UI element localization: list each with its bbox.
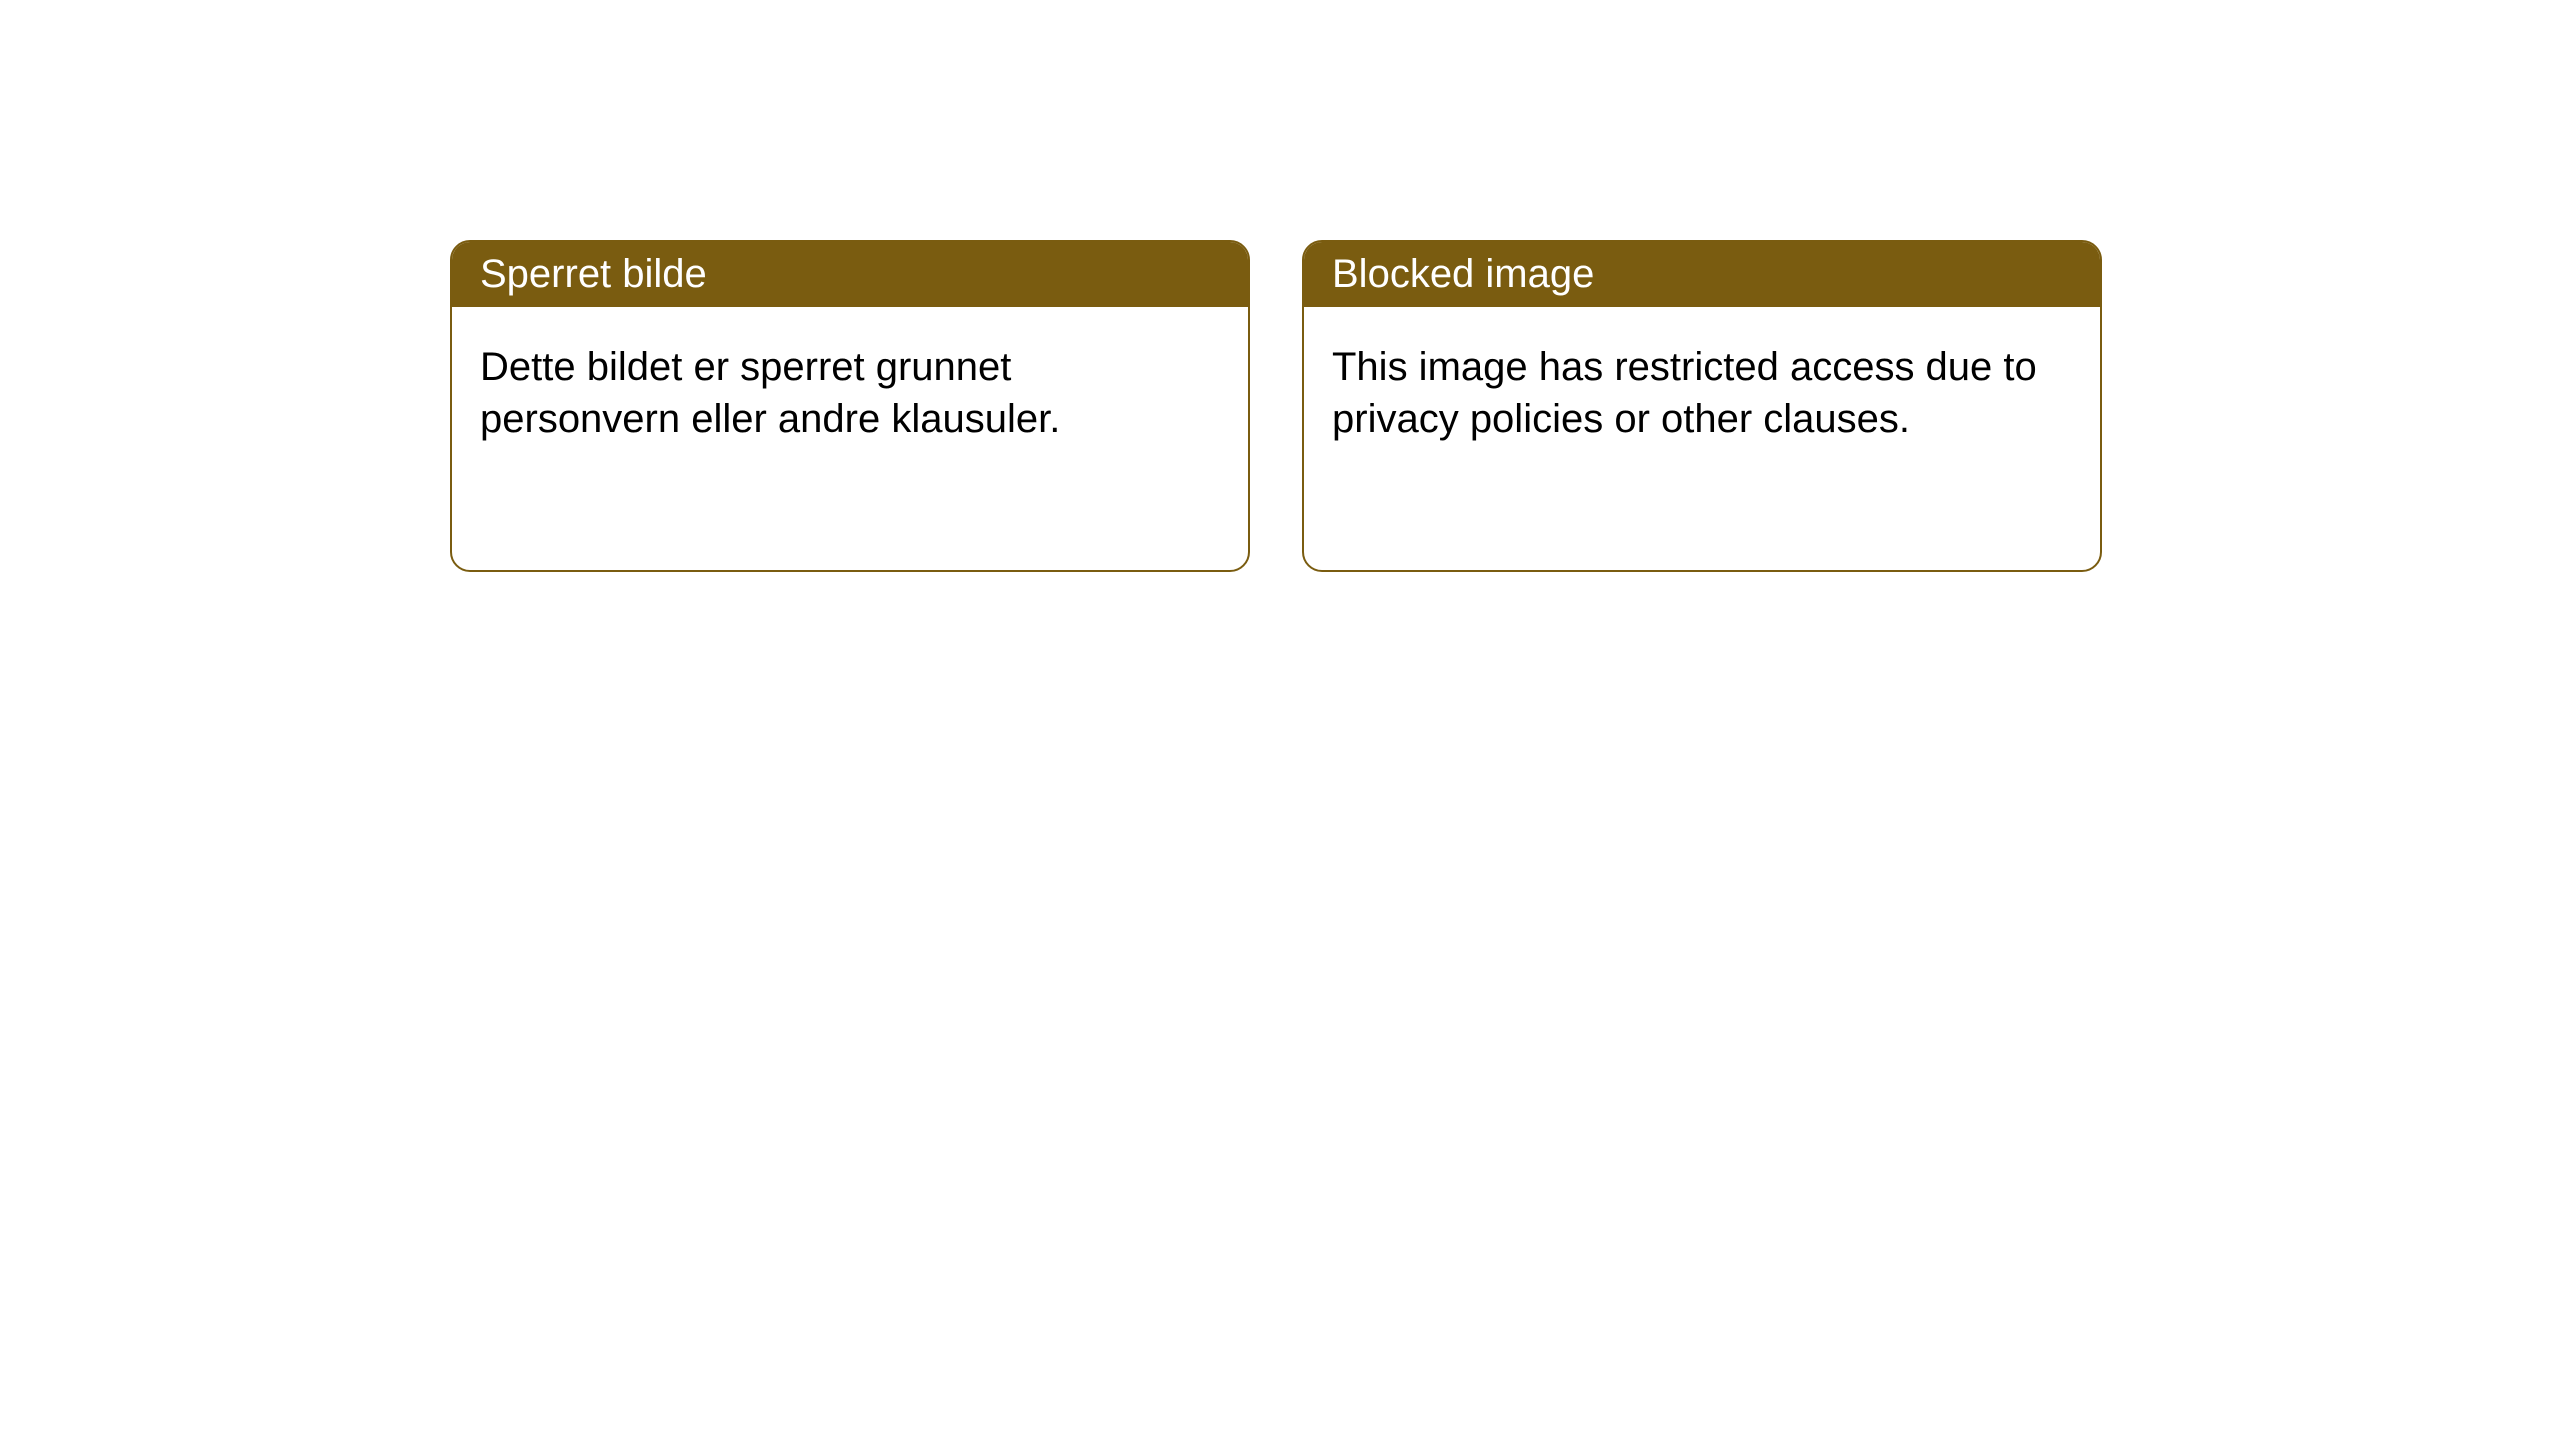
card-text: Dette bildet er sperret grunnet personve… xyxy=(480,345,1060,441)
card-header: Blocked image xyxy=(1304,242,2100,307)
notice-container: Sperret bilde Dette bildet er sperret gr… xyxy=(0,0,2560,572)
card-body: This image has restricted access due to … xyxy=(1304,307,2100,479)
card-header: Sperret bilde xyxy=(452,242,1248,307)
card-body: Dette bildet er sperret grunnet personve… xyxy=(452,307,1248,479)
notice-card-norwegian: Sperret bilde Dette bildet er sperret gr… xyxy=(450,240,1250,572)
card-title: Blocked image xyxy=(1332,252,1594,296)
card-title: Sperret bilde xyxy=(480,252,707,296)
card-text: This image has restricted access due to … xyxy=(1332,345,2037,441)
notice-card-english: Blocked image This image has restricted … xyxy=(1302,240,2102,572)
